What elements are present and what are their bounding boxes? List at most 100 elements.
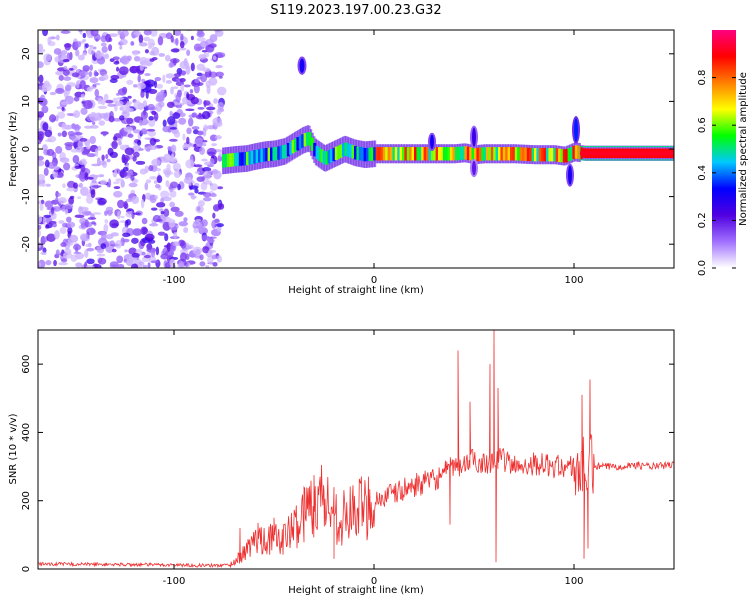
noise-speckle — [209, 34, 218, 43]
noise-speckle — [140, 199, 145, 209]
ridge-segment — [531, 147, 535, 162]
y-tick-label: 20 — [21, 47, 32, 60]
noise-speckle — [217, 86, 227, 96]
noise-speckle — [197, 30, 204, 36]
ridge-segment — [368, 147, 372, 161]
noise-speckle — [149, 50, 155, 56]
noise-speckle — [190, 96, 199, 105]
noise-speckle — [163, 208, 170, 218]
ridge-segment — [500, 147, 504, 161]
ridge-segment — [435, 147, 439, 161]
ridge-segment — [397, 147, 401, 161]
noise-speckle — [50, 206, 55, 215]
noise-speckle — [116, 255, 124, 264]
noise-speckle — [123, 200, 128, 209]
ridge-segment — [488, 147, 492, 161]
noise-speckle — [62, 183, 66, 189]
noise-speckle — [127, 55, 132, 62]
noise-speckle — [90, 189, 96, 199]
noise-speckle — [195, 218, 202, 222]
ridge-segment — [466, 146, 470, 161]
ridge-segment — [440, 147, 444, 161]
noise-speckle — [143, 254, 151, 259]
noise-speckle — [80, 222, 86, 228]
noise-speckle — [91, 163, 102, 167]
noise-speckle — [40, 199, 45, 205]
noise-speckle — [75, 49, 80, 57]
spectral-blob — [299, 58, 305, 73]
noise-speckle — [118, 66, 129, 76]
noise-speckle — [169, 138, 178, 142]
noise-speckle — [38, 228, 41, 238]
noise-speckle — [180, 84, 185, 92]
noise-speckle — [91, 185, 102, 188]
noise-speckle — [138, 148, 144, 151]
noise-speckle — [74, 214, 85, 219]
noise-speckle — [146, 148, 151, 152]
noise-speckle — [44, 200, 53, 209]
noise-speckle — [109, 78, 118, 84]
ridge-segment — [490, 147, 494, 161]
noise-speckle — [40, 251, 47, 256]
noise-speckle — [130, 41, 135, 46]
noise-speckle — [99, 174, 105, 178]
noise-speckle — [215, 71, 225, 77]
noise-speckle — [43, 216, 47, 226]
ridge-segment — [445, 147, 449, 161]
x-tick-label: 100 — [564, 576, 583, 587]
noise-speckle — [55, 34, 60, 41]
noise-speckle — [194, 248, 201, 257]
ridge-segment — [505, 147, 509, 161]
noise-speckle — [209, 183, 219, 191]
noise-speckle — [141, 217, 148, 225]
noise-speckle — [202, 196, 212, 202]
figure-title: S119.2023.197.00.23.G32 — [270, 3, 441, 18]
noise-speckle — [208, 170, 213, 174]
noise-speckle — [203, 192, 212, 198]
noise-speckle — [86, 247, 95, 252]
noise-speckle — [63, 124, 73, 130]
noise-speckle — [212, 204, 220, 212]
noise-speckle — [194, 188, 199, 194]
noise-speckle — [180, 70, 187, 76]
ridge-segment — [577, 145, 581, 159]
noise-speckle — [201, 219, 208, 227]
noise-speckle — [149, 223, 159, 227]
ridge-segment — [529, 147, 533, 162]
ridge-segment — [416, 147, 420, 161]
noise-speckle — [57, 51, 62, 59]
noise-speckle — [38, 74, 44, 84]
noise-speckle — [91, 221, 96, 225]
colorbar-tick-label: 0.2 — [697, 212, 708, 228]
noise-speckle — [209, 103, 214, 107]
noise-speckle — [75, 80, 80, 89]
noise-speckle — [156, 91, 166, 102]
ridge-segment — [526, 147, 530, 162]
noise-speckle — [123, 258, 128, 263]
noise-speckle — [139, 65, 144, 71]
noise-speckle — [49, 91, 57, 96]
noise-speckle — [73, 182, 78, 189]
noise-speckle — [185, 108, 195, 112]
ridge-segment — [428, 147, 432, 161]
noise-speckle — [211, 254, 218, 260]
noise-speckle — [85, 244, 90, 248]
noise-speckle — [209, 193, 217, 198]
noise-speckle — [79, 137, 88, 142]
ridge-segment — [433, 147, 437, 161]
noise-speckle — [176, 67, 183, 75]
noise-speckle — [146, 128, 156, 132]
noise-speckle — [112, 181, 120, 184]
ridge-segment — [457, 146, 461, 161]
ridge-segment — [226, 153, 230, 167]
ridge-segment — [294, 138, 297, 152]
noise-speckle — [108, 44, 113, 52]
ridge-segment — [476, 147, 480, 162]
noise-speckle — [77, 140, 84, 150]
noise-speckle — [58, 220, 65, 224]
ridge-segment — [286, 142, 290, 157]
noise-speckle — [82, 32, 87, 39]
noise-speckle — [73, 96, 80, 102]
noise-speckle — [213, 98, 218, 104]
noise-speckle — [133, 151, 140, 158]
